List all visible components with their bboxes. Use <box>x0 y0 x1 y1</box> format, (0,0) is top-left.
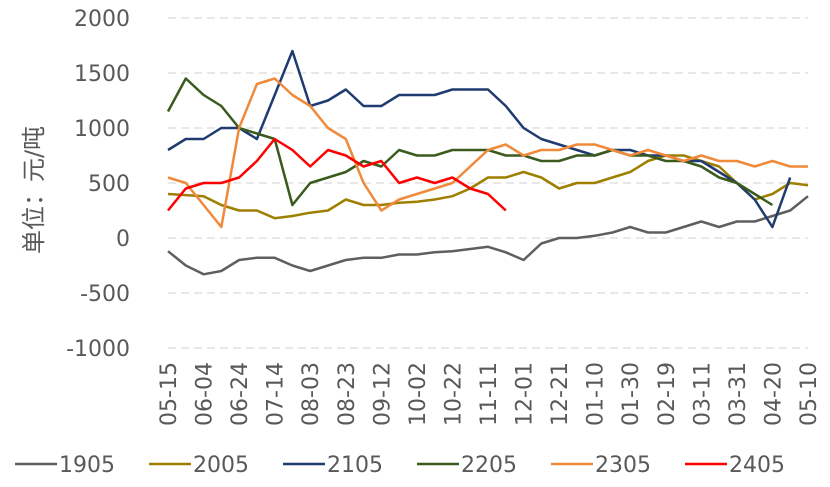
x-tick-label: 12-01 <box>513 362 538 426</box>
legend-label: 2205 <box>461 453 517 478</box>
y-tick-label: 0 <box>116 227 130 252</box>
series-line <box>167 49 792 229</box>
x-tick-label: 10-22 <box>441 362 466 426</box>
x-tick-label: 07-14 <box>264 362 289 426</box>
x-tick-label: 03-31 <box>726 362 751 426</box>
x-tick-label: 12-21 <box>548 362 573 426</box>
y-tick-label: -500 <box>80 282 130 307</box>
y-tick-label: 2000 <box>74 7 130 32</box>
y-axis-title: 单位：元/吨 <box>20 126 48 254</box>
x-tick-label: 08-23 <box>335 362 360 426</box>
x-tick-label: 09-12 <box>370 362 395 426</box>
y-tick-label: 500 <box>88 172 130 197</box>
legend-label: 2305 <box>595 453 651 478</box>
x-tick-label: 01-10 <box>584 362 609 426</box>
x-tick-label: 03-11 <box>690 362 715 426</box>
legend-label: 2005 <box>193 453 249 478</box>
y-tick-label: 1500 <box>74 62 130 87</box>
series-line <box>167 77 808 229</box>
x-tick-label: 01-30 <box>619 362 644 426</box>
legend-label: 2405 <box>729 453 785 478</box>
series-line <box>167 137 507 212</box>
series-line <box>166 77 774 207</box>
legend-label: 2105 <box>327 453 383 478</box>
x-tick-label: 05-10 <box>797 362 822 426</box>
series-line <box>167 195 809 276</box>
y-tick-label: -1000 <box>66 337 130 362</box>
x-tick-label: 11-11 <box>477 362 502 426</box>
x-tick-label: 10-02 <box>406 362 431 426</box>
y-tick-label: 1000 <box>74 117 130 142</box>
x-tick-label: 06-24 <box>228 362 253 426</box>
x-tick-label: 08-03 <box>299 362 324 426</box>
x-tick-label: 06-04 <box>193 362 218 426</box>
legend-label: 1905 <box>59 453 115 478</box>
x-tick-label: 04-20 <box>761 362 786 426</box>
x-tick-label: 05-15 <box>157 362 182 426</box>
x-tick-label: 02-19 <box>655 362 680 426</box>
series-line <box>167 154 809 220</box>
